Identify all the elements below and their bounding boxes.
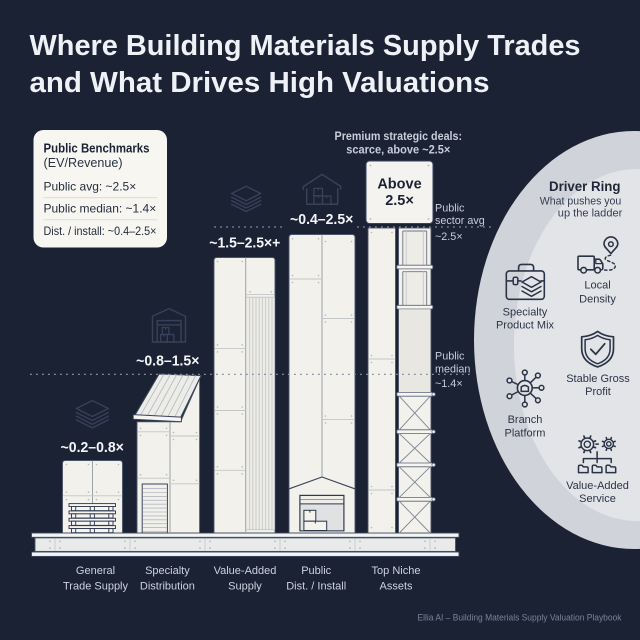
svg-text:up the ladder: up the ladder bbox=[558, 208, 623, 220]
svg-text:General: General bbox=[76, 565, 115, 577]
svg-text:Dist. / install: ~0.4–2.5×: Dist. / install: ~0.4–2.5× bbox=[44, 224, 157, 238]
svg-text:Specialty: Specialty bbox=[145, 565, 190, 577]
svg-text:~0.4–2.5×: ~0.4–2.5× bbox=[290, 212, 353, 228]
svg-text:Local: Local bbox=[584, 279, 610, 291]
svg-text:Product Mix: Product Mix bbox=[496, 320, 555, 332]
svg-text:Where Building Materials Suppl: Where Building Materials Supply Trades bbox=[30, 30, 581, 62]
svg-text:median: median bbox=[435, 363, 470, 375]
svg-text:~2.5×: ~2.5× bbox=[435, 231, 463, 243]
svg-text:Platform: Platform bbox=[505, 428, 546, 440]
svg-text:Value-Added: Value-Added bbox=[566, 480, 629, 492]
svg-text:Public: Public bbox=[435, 351, 465, 363]
svg-text:Branch: Branch bbox=[508, 414, 543, 426]
svg-text:Specialty: Specialty bbox=[503, 306, 548, 318]
svg-text:and What Drives High Valuation: and What Drives High Valuations bbox=[30, 67, 490, 99]
svg-text:Top Niche: Top Niche bbox=[372, 565, 421, 577]
svg-text:Public Benchmarks: Public Benchmarks bbox=[44, 141, 150, 155]
svg-text:~1.4×: ~1.4× bbox=[435, 378, 463, 390]
svg-text:Assets: Assets bbox=[379, 581, 413, 593]
svg-text:Distribution: Distribution bbox=[140, 581, 195, 593]
svg-text:Public avg: ~2.5×: Public avg: ~2.5× bbox=[44, 179, 137, 193]
svg-text:Density: Density bbox=[579, 294, 616, 306]
svg-text:~0.2–0.8×: ~0.2–0.8× bbox=[61, 440, 124, 456]
svg-text:Profit: Profit bbox=[585, 386, 611, 398]
svg-text:Dist. / Install: Dist. / Install bbox=[286, 581, 346, 593]
svg-text:Supply: Supply bbox=[228, 581, 262, 593]
svg-text:Stable Gross: Stable Gross bbox=[566, 373, 630, 385]
svg-text:Value-Added: Value-Added bbox=[214, 565, 277, 577]
svg-text:2.5×: 2.5× bbox=[385, 193, 414, 209]
svg-text:What pushes you: What pushes you bbox=[540, 196, 622, 208]
svg-text:(EV/Revenue): (EV/Revenue) bbox=[44, 156, 123, 170]
svg-text:Public: Public bbox=[435, 203, 465, 215]
svg-text:~1.5–2.5×+: ~1.5–2.5×+ bbox=[209, 235, 280, 251]
svg-text:Service: Service bbox=[579, 493, 616, 505]
svg-text:Public: Public bbox=[301, 565, 331, 577]
svg-text:sector avg: sector avg bbox=[435, 215, 485, 227]
svg-text:Premium strategic deals:: Premium strategic deals: bbox=[335, 131, 463, 143]
svg-text:~0.8–1.5×: ~0.8–1.5× bbox=[136, 354, 199, 370]
svg-text:Trade Supply: Trade Supply bbox=[63, 581, 129, 593]
svg-text:Ellia AI – Building Materials: Ellia AI – Building Materials Supply Val… bbox=[418, 612, 622, 622]
svg-text:scarce, above ~2.5×: scarce, above ~2.5× bbox=[346, 145, 450, 157]
svg-text:Above: Above bbox=[377, 176, 421, 192]
svg-text:Public median: ~1.4×: Public median: ~1.4× bbox=[44, 202, 157, 216]
svg-text:Driver Ring: Driver Ring bbox=[549, 179, 621, 195]
